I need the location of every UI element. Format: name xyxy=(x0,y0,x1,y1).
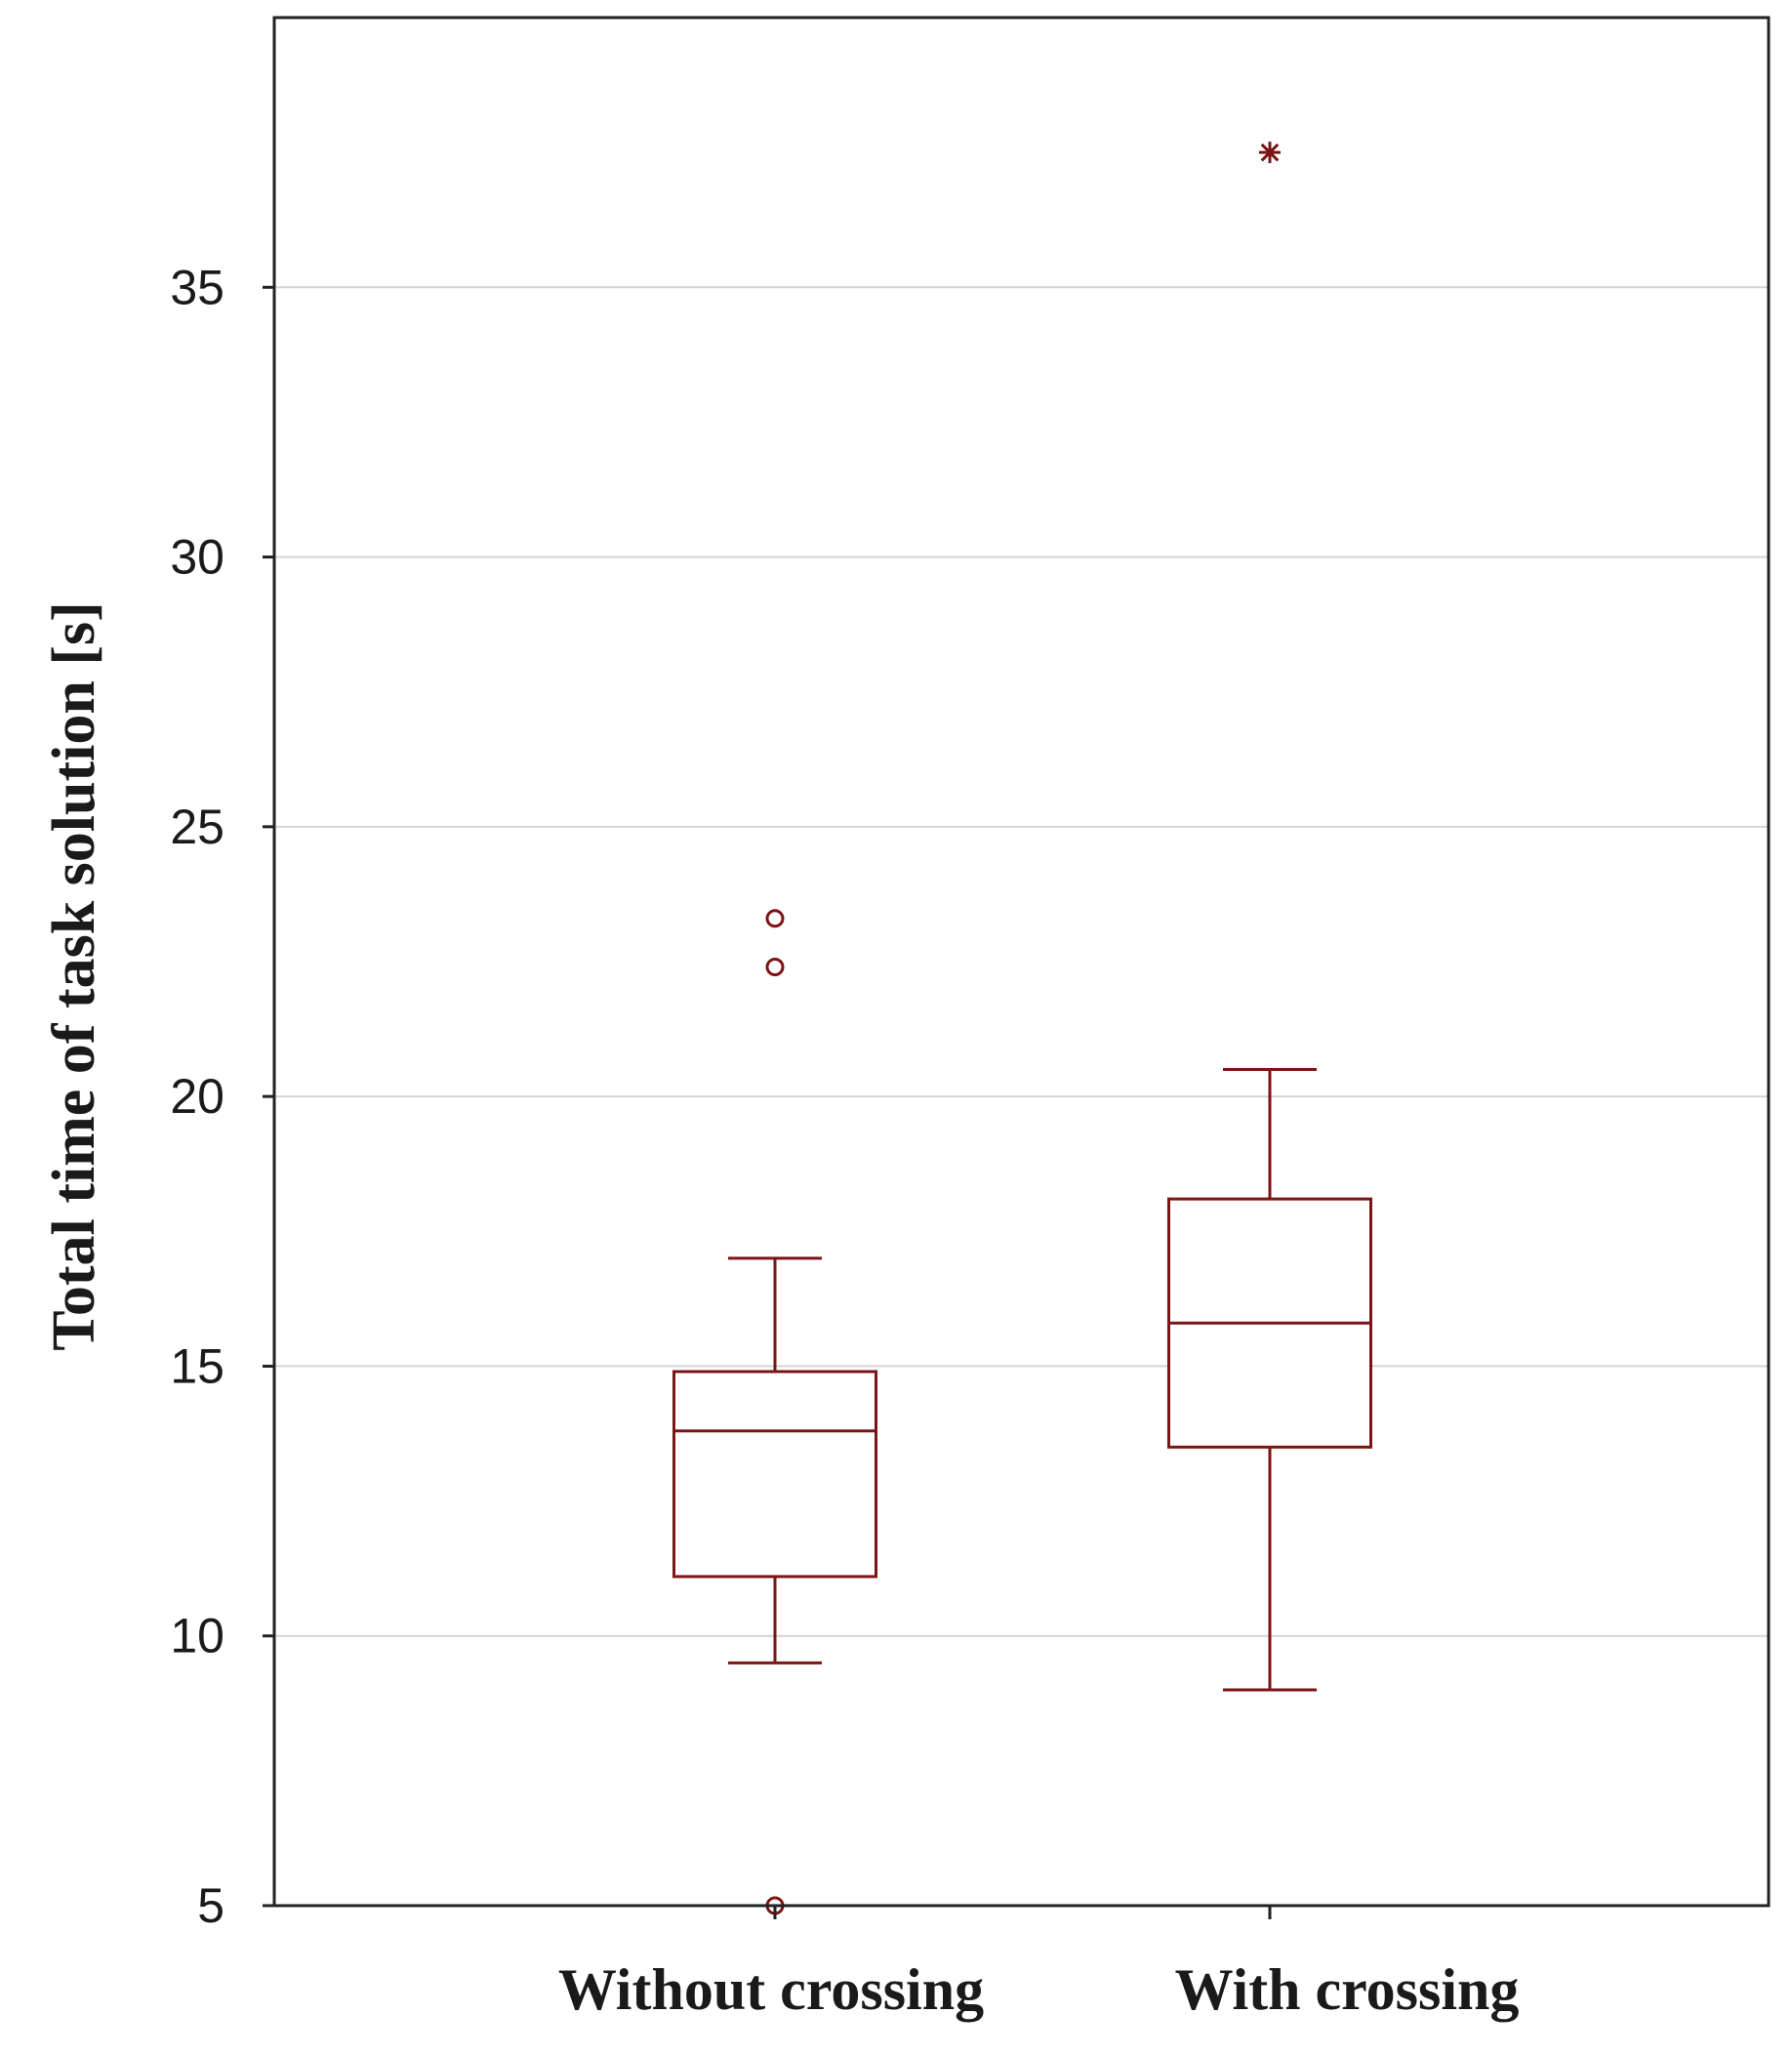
box-series xyxy=(1167,142,1372,1692)
outlier-point xyxy=(765,909,785,928)
y-tick-label: 5 xyxy=(197,1878,224,1933)
x-category-label: With crossing xyxy=(1175,1957,1520,2022)
y-tick-label: 10 xyxy=(170,1609,224,1664)
y-tick-label: 30 xyxy=(170,530,224,585)
y-tick-label: 15 xyxy=(170,1338,224,1393)
y-tick-label: 20 xyxy=(170,1069,224,1124)
boxes xyxy=(672,142,1372,1915)
extreme-point xyxy=(1259,142,1281,164)
y-axis-label: Total time of task solution [s] xyxy=(41,601,107,1351)
box-series xyxy=(672,909,877,1915)
extreme-stroke xyxy=(1260,143,1280,162)
gridlines xyxy=(274,286,1769,1637)
axis-ticks: 5 10 15 20 25 30 35 Without crossing With crossi… xyxy=(170,260,1519,2022)
y-tick-label: 25 xyxy=(170,800,224,854)
outlier-point xyxy=(765,958,785,977)
iqr-box xyxy=(672,1370,877,1579)
plot-area-frame xyxy=(272,16,1771,1908)
x-category-label: Without crossing xyxy=(558,1957,984,2022)
y-tick-label: 35 xyxy=(170,260,224,314)
